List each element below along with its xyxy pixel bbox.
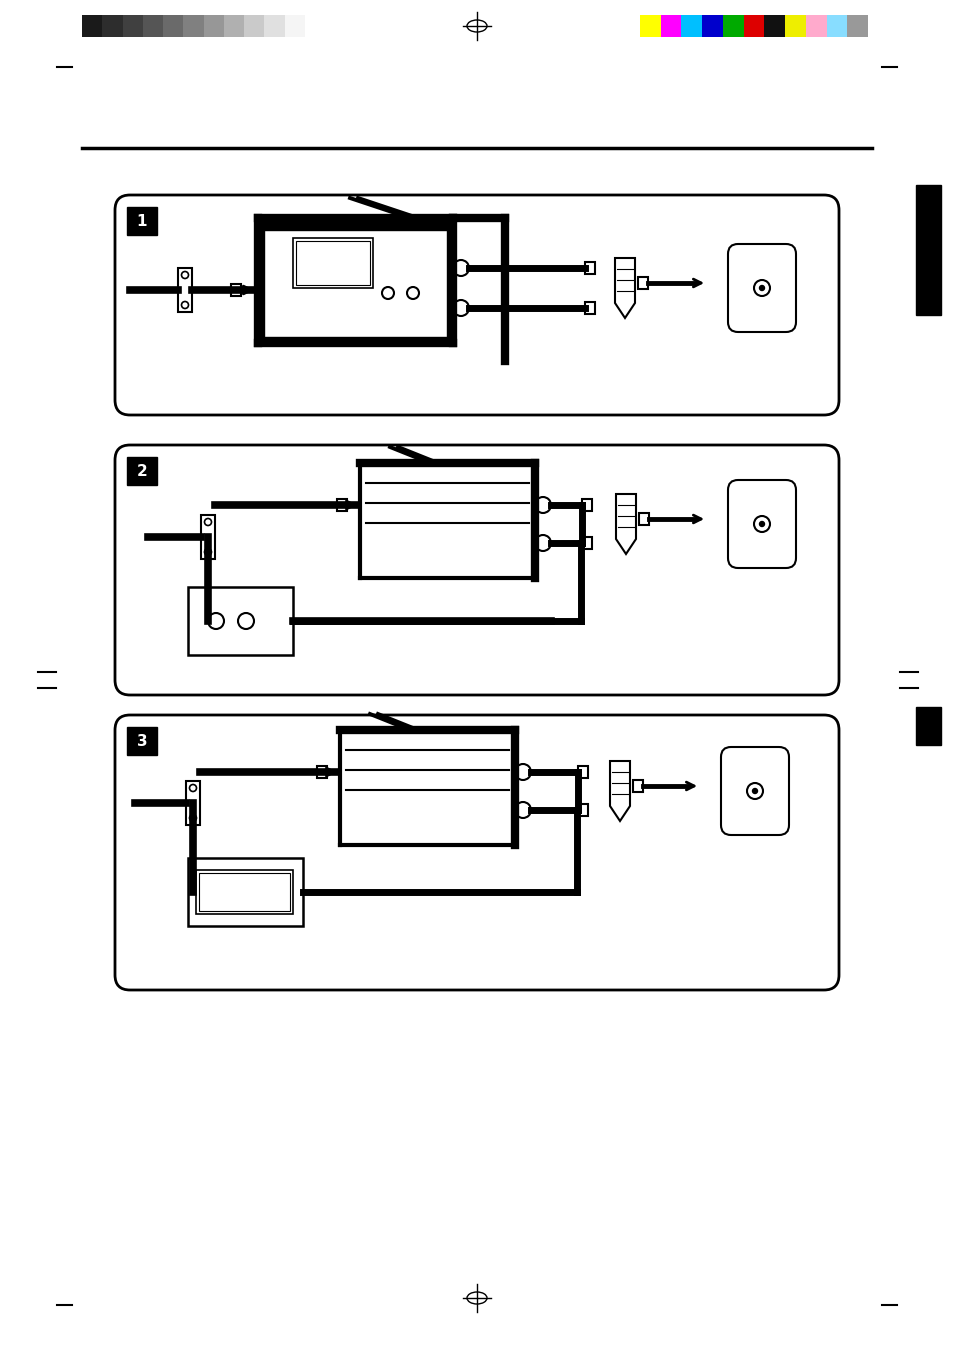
Bar [639,15,660,36]
Text: 1: 1 [136,213,147,228]
Bar [722,15,742,36]
Bar [336,499,347,511]
Bar [127,457,157,485]
Bar [660,15,680,36]
Bar [143,15,163,36]
Circle shape [407,286,418,299]
Circle shape [753,516,769,532]
Bar [633,780,642,792]
Bar [257,218,453,343]
Bar [784,15,805,36]
Bar [825,15,846,36]
Circle shape [759,285,763,290]
Bar [178,267,192,312]
Circle shape [381,286,394,299]
Bar [231,284,241,296]
Circle shape [181,301,189,308]
Bar [102,15,122,36]
Circle shape [190,785,196,792]
Bar [316,766,327,778]
Circle shape [759,521,763,527]
Bar [203,15,224,36]
Bar [581,536,592,549]
Bar [639,513,648,526]
Circle shape [515,765,531,780]
FancyBboxPatch shape [115,715,838,990]
Circle shape [535,497,551,513]
Bar [680,15,701,36]
Bar [188,586,293,655]
Circle shape [208,613,224,630]
Bar [284,15,305,36]
Bar [244,15,264,36]
Bar [264,230,447,336]
Bar [805,15,825,36]
Polygon shape [609,761,629,821]
Bar [122,15,143,36]
FancyBboxPatch shape [720,747,788,835]
Bar [578,766,587,778]
Bar [578,804,587,816]
Circle shape [190,815,196,821]
Bar [915,707,940,744]
FancyBboxPatch shape [727,245,795,332]
Bar [186,781,200,825]
Text: 2: 2 [136,463,147,478]
Circle shape [204,519,212,526]
Circle shape [515,802,531,817]
Bar [163,15,183,36]
Bar [127,207,157,235]
Polygon shape [616,494,636,554]
Circle shape [753,280,769,296]
Bar [584,262,595,274]
Bar [701,15,722,36]
Bar [293,238,373,288]
Bar [915,185,940,315]
Bar [82,15,102,36]
Bar [201,515,214,559]
Bar [295,240,370,285]
Circle shape [535,535,551,551]
Circle shape [453,259,469,276]
Text: 3: 3 [136,734,147,748]
Bar [638,277,647,289]
Bar [195,870,293,915]
Circle shape [237,613,253,630]
Circle shape [746,784,762,798]
Bar [264,15,284,36]
Bar [742,15,763,36]
Bar [224,15,244,36]
Bar [581,499,592,511]
FancyBboxPatch shape [115,195,838,415]
Circle shape [181,272,189,278]
FancyBboxPatch shape [115,444,838,694]
Circle shape [453,300,469,316]
Bar [763,15,784,36]
Bar [199,873,290,911]
Bar [846,15,867,36]
Bar [584,303,595,313]
Bar [183,15,203,36]
Bar [127,727,157,755]
Circle shape [204,549,212,555]
FancyBboxPatch shape [727,480,795,567]
Polygon shape [615,258,635,317]
Bar [188,858,303,925]
Circle shape [752,789,757,793]
